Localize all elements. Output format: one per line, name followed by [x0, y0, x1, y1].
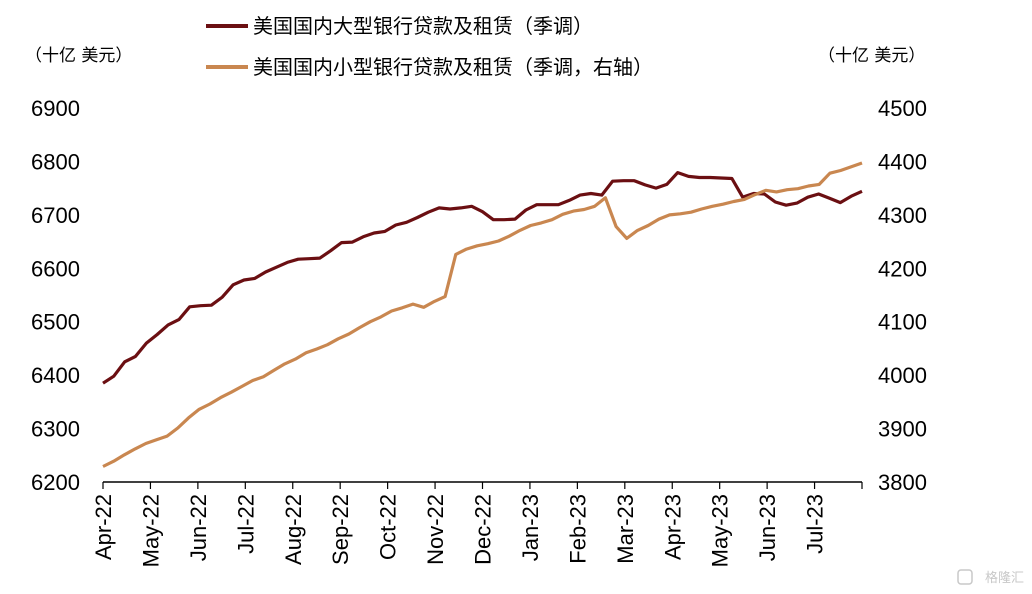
legend: 美国国内大型银行贷款及租赁（季调） 美国国内小型银行贷款及租赁（季调，右轴） — [206, 14, 653, 79]
x-tick-label: Jul-22 — [233, 494, 258, 554]
watermark-logo-icon — [957, 569, 973, 585]
x-axis-tick-labels: Apr-22 May-22 Jun-22 Jul-22 Aug-22 Sep-22 Oct-… — [91, 494, 828, 567]
x-tick-label: May-22 — [138, 494, 163, 567]
left-y-tick-label: 6600 — [31, 256, 80, 281]
right-y-tick-label: 4500 — [878, 96, 927, 121]
x-axis-ticks — [102, 482, 863, 489]
left-axis-unit-label: （十亿 美元） — [25, 46, 132, 66]
x-tick-label: Oct-22 — [376, 494, 401, 560]
right-y-tick-label: 3900 — [878, 417, 927, 442]
left-y-tick-label: 6300 — [31, 417, 80, 442]
left-y-tick-label: 6400 — [31, 363, 80, 388]
right-y-axis-tick-labels: 3800 3900 4000 4100 4200 4300 4400 4500 — [878, 96, 927, 495]
left-y-tick-label: 6700 — [31, 203, 80, 228]
right-y-tick-label: 3800 — [878, 470, 927, 495]
right-y-tick-label: 4200 — [878, 256, 927, 281]
x-tick-label: Jun-23 — [755, 494, 780, 561]
x-tick-label: Jan-23 — [518, 494, 543, 561]
left-y-tick-label: 6500 — [31, 310, 80, 335]
x-tick-label: Feb-23 — [565, 494, 590, 564]
x-tick-label: May-23 — [708, 494, 733, 567]
x-tick-label: Jul-23 — [803, 494, 828, 554]
x-tick-label: Aug-22 — [281, 494, 306, 565]
left-y-axis-tick-labels: 6200 6300 6400 6500 6600 6700 6800 6900 — [31, 96, 80, 495]
right-y-tick-label: 4400 — [878, 149, 927, 174]
left-y-tick-label: 6800 — [31, 149, 80, 174]
x-tick-label: Nov-22 — [423, 494, 448, 565]
series-line-large-banks — [102, 171, 863, 385]
right-y-tick-label: 4300 — [878, 203, 927, 228]
legend-label-large-banks: 美国国内大型银行贷款及租赁（季调） — [253, 14, 593, 38]
x-tick-label: Mar-23 — [613, 494, 638, 564]
right-y-tick-label: 4100 — [878, 310, 927, 335]
left-y-tick-label: 6200 — [31, 470, 80, 495]
right-axis-unit-label: （十亿 美元） — [818, 46, 925, 66]
x-tick-label: Apr-22 — [91, 494, 116, 560]
x-tick-label: Dec-22 — [471, 494, 496, 565]
legend-label-small-banks: 美国国内小型银行贷款及租赁（季调，右轴） — [253, 55, 653, 79]
right-y-tick-label: 4000 — [878, 363, 927, 388]
x-tick-label: Jun-22 — [186, 494, 211, 561]
x-tick-label: Apr-23 — [660, 494, 685, 560]
watermark-text: 格隆汇 — [985, 570, 1024, 586]
left-y-tick-label: 6900 — [31, 96, 80, 121]
series-line-small-banks — [102, 161, 863, 468]
x-tick-label: Sep-22 — [328, 494, 353, 565]
